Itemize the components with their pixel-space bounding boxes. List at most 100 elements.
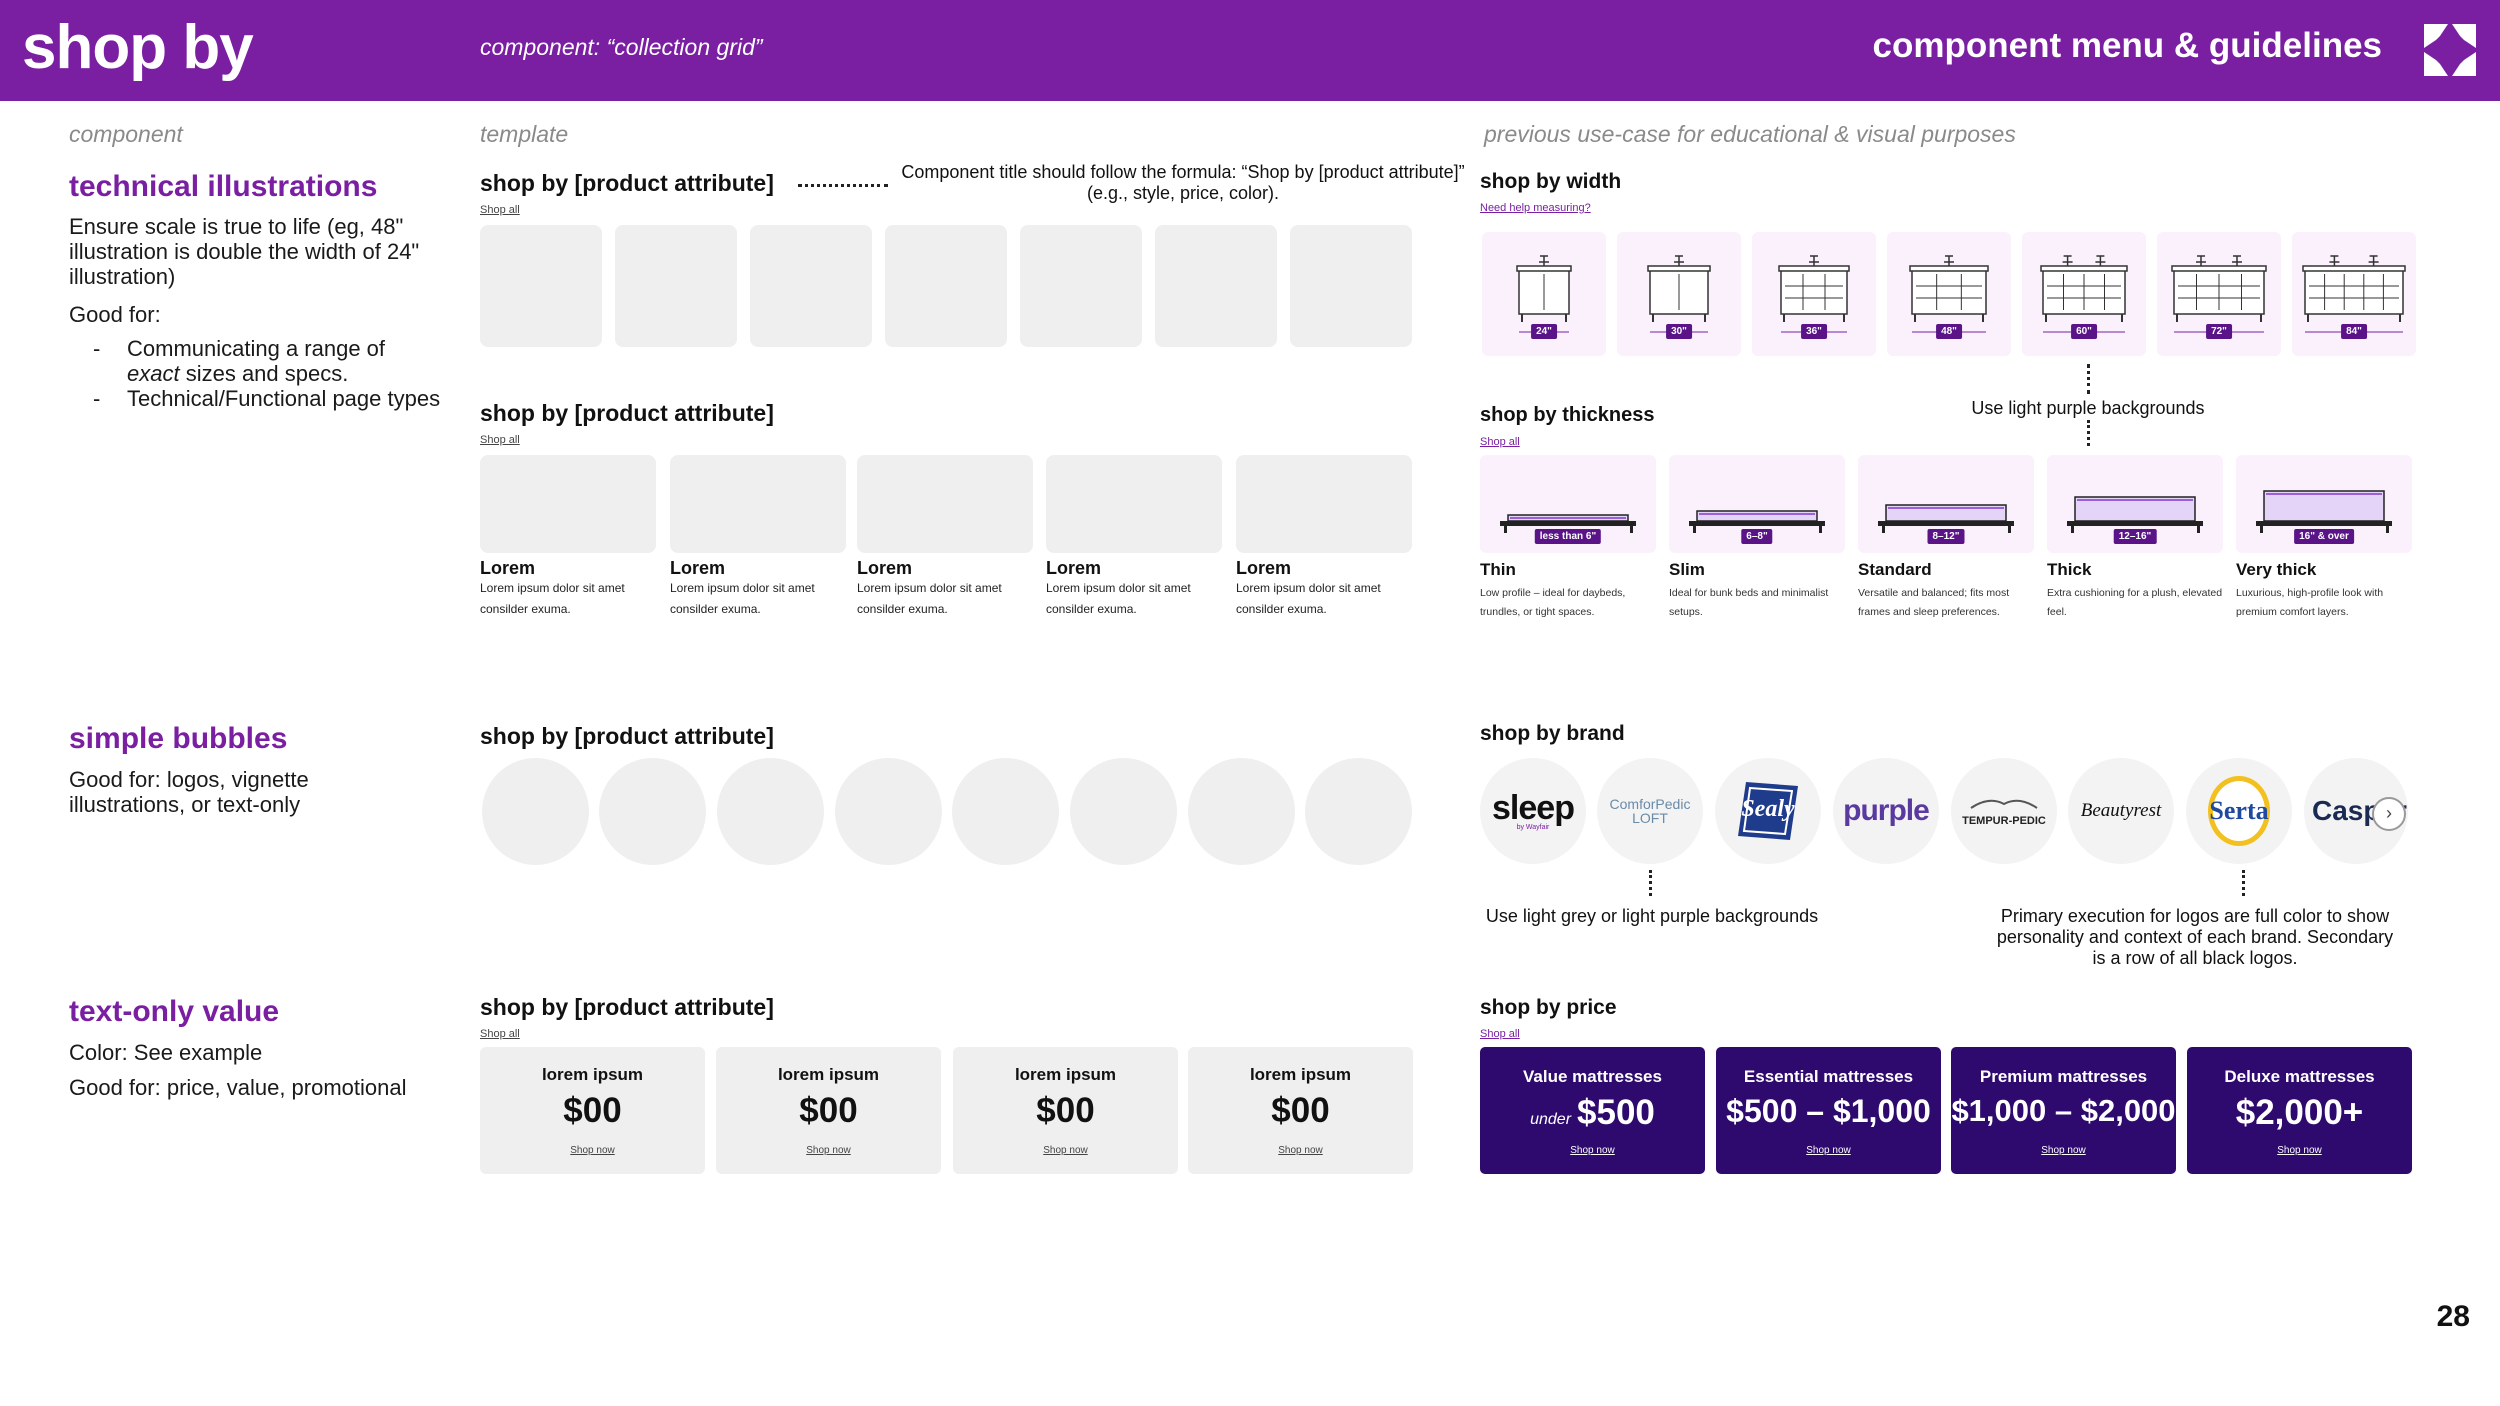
brand-tempurpedic-bubble[interactable]: TEMPUR-PEDIC [1951, 758, 2057, 864]
shop-all-link[interactable]: Shop all [1480, 436, 1520, 448]
thickness-tile[interactable]: less than 6" [1480, 455, 1656, 553]
brand-purple-bubble[interactable]: purple [1833, 758, 1939, 864]
value-tile-label: lorem ipsum [1014, 1065, 1117, 1084]
thickness-tile[interactable]: 6–8" [1669, 455, 1845, 553]
tile-description: Lorem ipsum dolor sit amet consilder exu… [670, 581, 815, 616]
placeholder-tile[interactable] [857, 455, 1033, 553]
brand-sleep-bubble[interactable]: sleep by Wayfair [1480, 758, 1586, 864]
placeholder-bubble[interactable] [835, 758, 942, 865]
bullet-text: Communicating a range of [127, 336, 386, 361]
width-tile[interactable]: 48" [1887, 232, 2011, 356]
width-tile[interactable]: 24" [1482, 232, 1606, 356]
bubbles-title: simple bubbles [69, 722, 288, 755]
shop-now-link[interactable]: Shop now [1278, 1145, 1323, 1156]
shop-now-link[interactable]: Shop now [2277, 1145, 2322, 1156]
thickness-tile[interactable]: 8–12" [1858, 455, 2034, 553]
placeholder-tile[interactable] [885, 225, 1007, 347]
shop-now-link[interactable]: Shop now [2041, 1145, 2086, 1156]
price-tile[interactable]: Essential mattresses $500 – $1,000 Shop … [1716, 1047, 1941, 1174]
bubbles-description: Good for: logos, vignette illustrations,… [69, 767, 309, 817]
sealy-logo-text: Sealy [1741, 796, 1795, 822]
price-tile-label: Premium mattresses [1979, 1067, 2148, 1086]
placeholder-tile[interactable] [1020, 225, 1142, 347]
column-heading-template: template [480, 121, 569, 147]
placeholder-tile[interactable] [480, 455, 656, 553]
price-tile-label: Value mattresses [1523, 1067, 1662, 1086]
width-tile[interactable]: 72" [2157, 232, 2281, 356]
value-tile[interactable]: lorem ipsum $00 Shop now [1188, 1047, 1413, 1174]
thickness-tile[interactable]: 16" & over [2236, 455, 2412, 553]
thickness-description: Luxurious, high-profile look with premiu… [2236, 587, 2384, 618]
tile-title: Lorem [670, 558, 726, 578]
tempurpedic-logo: TEMPUR-PEDIC [1962, 814, 2046, 827]
placeholder-bubble[interactable] [599, 758, 706, 865]
placeholder-tile[interactable] [1155, 225, 1277, 347]
carousel-next-button[interactable]: › [2372, 797, 2406, 831]
thickness-badge: less than 6" [1534, 529, 1602, 544]
placeholder-tile[interactable] [670, 455, 846, 553]
value-tile[interactable]: lorem ipsum $00 Shop now [953, 1047, 1178, 1174]
width-tile[interactable]: 30" [1617, 232, 1741, 356]
price-tile-amount: under $500 [1480, 1093, 1705, 1133]
value-tile-label: lorem ipsum [541, 1065, 644, 1084]
placeholder-tile[interactable] [1236, 455, 1412, 553]
formula-note: Component title should follow the formul… [901, 162, 1465, 203]
thickness-description: Versatile and balanced; fits most frames… [1858, 587, 2010, 618]
shop-now-link[interactable]: Shop now [1043, 1145, 1088, 1156]
shop-all-link[interactable]: Shop all [480, 204, 520, 216]
placeholder-tile[interactable] [750, 225, 872, 347]
value-tile[interactable]: lorem ipsum $00 Shop now [716, 1047, 941, 1174]
placeholder-bubble[interactable] [1305, 758, 1412, 865]
width-tile[interactable]: 84" [2292, 232, 2416, 356]
dotted-connector [2087, 420, 2090, 446]
width-tile[interactable]: 60" [2022, 232, 2146, 356]
tile-title: Lorem [857, 558, 913, 578]
price-tile-amount: $500 – $1,000 [1726, 1093, 1931, 1129]
bullet-emphasis: exact [127, 361, 180, 386]
brand-serta-bubble[interactable]: Serta [2186, 758, 2292, 864]
placeholder-bubble[interactable] [482, 758, 589, 865]
tile-description: Lorem ipsum dolor sit amet consilder exu… [1046, 581, 1191, 616]
placeholder-bubble[interactable] [952, 758, 1059, 865]
shop-now-link[interactable]: Shop now [570, 1145, 615, 1156]
shop-all-link[interactable]: Shop all [480, 434, 520, 446]
bullet-text: sizes and specs. [179, 361, 349, 386]
price-tile-amount: $2,000+ [2235, 1093, 2364, 1132]
price-prefix: under [1530, 1111, 1572, 1128]
dotted-connector [2087, 364, 2090, 394]
value-tile[interactable]: lorem ipsum $00 Shop now [480, 1047, 705, 1174]
brand-sealy-bubble[interactable]: Sealy [1715, 758, 1821, 864]
price-tile[interactable]: Value mattresses under $500 Shop now [1480, 1047, 1705, 1174]
mattress-illustration-icon [1500, 514, 1636, 533]
mattress-illustration-icon [2067, 496, 2203, 533]
placeholder-bubble[interactable] [717, 758, 824, 865]
price-title: shop by price [1480, 996, 1617, 1019]
brand-beautyrest-bubble[interactable]: Beautyrest [2068, 758, 2174, 864]
brand-comforpedic-bubble[interactable]: ComforPedic LOFT [1597, 758, 1703, 864]
thickness-tile[interactable]: 12–16" [2047, 455, 2223, 553]
placeholder-tile[interactable] [480, 225, 602, 347]
thickness-title: Thin [1480, 560, 1516, 579]
placeholder-bubble[interactable] [1070, 758, 1177, 865]
price-tile[interactable]: Premium mattresses $1,000 – $2,000 Shop … [1951, 1047, 2176, 1174]
placeholder-tile[interactable] [615, 225, 737, 347]
brand-title: shop by [22, 13, 254, 82]
price-tile[interactable]: Deluxe mattresses $2,000+ Shop now [2187, 1047, 2412, 1174]
placeholder-tile[interactable] [1046, 455, 1222, 553]
shop-now-link[interactable]: Shop now [806, 1145, 851, 1156]
shop-now-link[interactable]: Shop now [1806, 1145, 1851, 1156]
placeholder-bubble[interactable] [1188, 758, 1295, 865]
placeholder-tile[interactable] [1290, 225, 1412, 347]
shop-now-link[interactable]: Shop now [1570, 1145, 1615, 1156]
technical-title: technical illustrations [69, 170, 378, 203]
price-tile-label: Deluxe mattresses [2224, 1067, 2375, 1086]
shop-all-link[interactable]: Shop all [1480, 1028, 1520, 1040]
measuring-link[interactable]: Need help measuring? [1480, 202, 1591, 214]
value-tile-amount: $00 [799, 1091, 858, 1130]
width-badge: 72" [2206, 324, 2232, 339]
width-tile[interactable]: 36" [1752, 232, 1876, 356]
value-tile-amount: $00 [1036, 1091, 1095, 1130]
shop-all-link[interactable]: Shop all [480, 1028, 520, 1040]
value-tile-label: lorem ipsum [777, 1065, 880, 1084]
column-heading-component: component [69, 121, 183, 147]
